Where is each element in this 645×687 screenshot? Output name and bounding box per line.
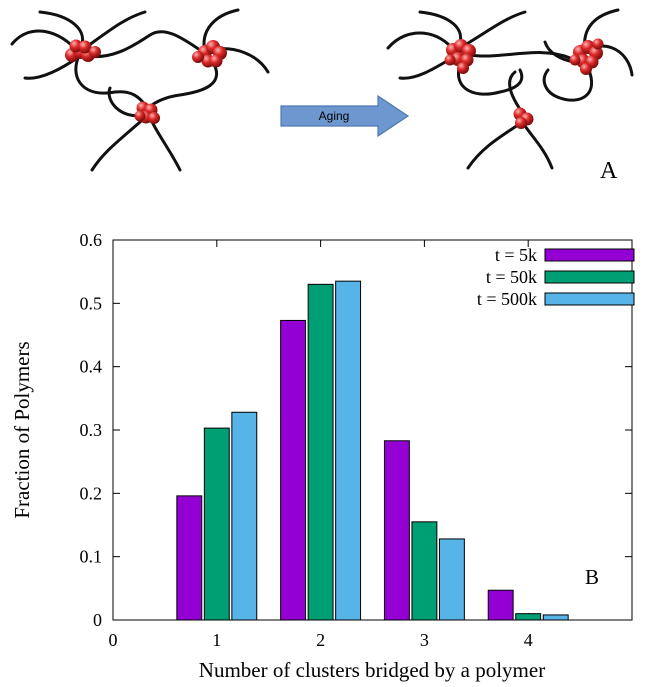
x-tick-label: 1 bbox=[212, 630, 221, 650]
y-tick-label: 0.6 bbox=[80, 230, 103, 250]
panel-a-label: A bbox=[600, 158, 618, 184]
y-tick-label: 0.4 bbox=[80, 357, 103, 377]
bar-t-5k-cat-3 bbox=[383, 440, 410, 621]
x-tick-label: 0 bbox=[109, 630, 118, 650]
bar-t-500k-cat-2 bbox=[335, 280, 362, 621]
y-tick-label: 0.1 bbox=[80, 547, 103, 567]
clusters-before-aging bbox=[65, 39, 227, 124]
legend-label: t = 5k bbox=[495, 245, 537, 265]
panel-b-label: B bbox=[585, 565, 599, 589]
bar-chart: 0 0.1 0.2 0.3 0.4 0.5 0.6 0 1 2 3 4 t = 5kt = 50kt… bbox=[10, 230, 635, 682]
y-tick-label: 0 bbox=[93, 610, 102, 630]
bar-t-5k-cat-4 bbox=[487, 589, 514, 621]
legend-label: t = 50k bbox=[486, 267, 537, 287]
bars bbox=[176, 280, 569, 621]
bar-t-500k-cat-4 bbox=[542, 614, 569, 621]
bar-t-50k-cat-1 bbox=[203, 427, 230, 621]
aging-arrow-label: Aging bbox=[319, 109, 350, 123]
aging-arrow: Aging bbox=[280, 94, 410, 138]
panel-a-illustration: Aging A bbox=[10, 8, 634, 184]
legend-swatch bbox=[544, 248, 635, 262]
x-tick-label: 4 bbox=[524, 630, 533, 650]
y-tick-label: 0.5 bbox=[80, 293, 103, 313]
y-tick-label: 0.2 bbox=[80, 483, 103, 503]
bar-t-50k-cat-3 bbox=[411, 521, 438, 621]
legend-swatch bbox=[544, 292, 635, 306]
network-after-aging bbox=[386, 8, 634, 170]
bar-t-500k-cat-3 bbox=[438, 538, 465, 621]
network-before-aging bbox=[10, 8, 270, 172]
bar-t-500k-cat-1 bbox=[231, 411, 258, 621]
legend-swatch bbox=[544, 270, 635, 284]
y-axis-label: Fraction of Polymers bbox=[10, 341, 34, 518]
y-tick-label: 0.3 bbox=[80, 420, 103, 440]
bar-t-50k-cat-4 bbox=[515, 613, 542, 621]
x-tick-label: 2 bbox=[316, 630, 325, 650]
legend-label: t = 500k bbox=[477, 289, 537, 309]
y-axis-ticks: 0 0.1 0.2 0.3 0.4 0.5 0.6 bbox=[80, 230, 632, 630]
bar-t-5k-cat-2 bbox=[280, 319, 307, 621]
bar-t-50k-cat-2 bbox=[307, 283, 334, 621]
bar-t-5k-cat-1 bbox=[176, 495, 203, 621]
clusters-after-aging bbox=[444, 38, 604, 129]
x-tick-label: 3 bbox=[420, 630, 429, 650]
x-axis-label: Number of clusters bridged by a polymer bbox=[199, 658, 545, 682]
